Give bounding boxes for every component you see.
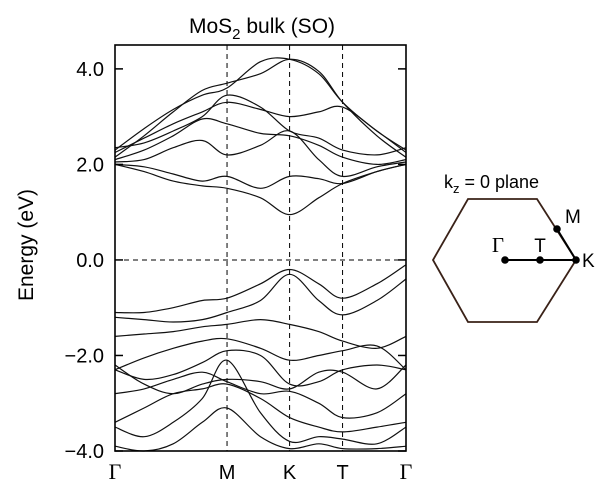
band-line-11: [114, 318, 407, 349]
gamma-point-label: Γ: [492, 233, 504, 257]
y-axis-label: Energy (eV): [15, 189, 38, 301]
plot-frame: [114, 44, 407, 452]
t-point-marker: [536, 256, 544, 264]
brillouin-zone-inset: kz = 0 plane Γ T K M: [431, 172, 595, 323]
band-line-5: [114, 117, 407, 166]
band-line-17: [114, 359, 407, 445]
band-line-9: [114, 264, 407, 314]
y-tick-label-1: 4.0: [76, 59, 104, 81]
band-line-8: [114, 163, 407, 216]
t-point-label: T: [534, 236, 546, 257]
band-line-6: [114, 130, 407, 178]
band-lines: [114, 57, 407, 452]
band-line-16: [114, 383, 407, 433]
band-line-14: [114, 364, 407, 395]
m-point-marker: [553, 225, 561, 233]
k-to-m-path: [556, 228, 577, 261]
grid-lines: [115, 45, 406, 451]
y-tick-label-4: −2.0: [65, 345, 104, 367]
y-tick-label-5: −4.0: [65, 441, 104, 463]
x-kpoint-label-5: Γ: [400, 459, 413, 484]
x-kpoint-label-2: M: [219, 462, 236, 484]
gamma-point-marker: [501, 256, 509, 264]
y-tick-label-3: 0.0: [76, 250, 104, 272]
band-line-7: [114, 163, 407, 189]
band-structure-chart: MoS2 bulk (SO) Energy (eV) 4.0 2.0 0.0 −2.0…: [15, 15, 413, 484]
y-tick-label-2: 2.0: [76, 154, 104, 176]
x-kpoint-label-1: Γ: [109, 459, 122, 484]
x-kpoint-label-4: T: [336, 462, 348, 484]
chart-title: MoS2 bulk (SO): [189, 15, 335, 43]
band-line-15: [114, 371, 407, 419]
band-line-18: [114, 407, 407, 452]
k-point-label: K: [582, 251, 595, 272]
inset-title: kz = 0 plane: [444, 172, 539, 196]
band-line-10: [114, 273, 407, 323]
band-line-2: [114, 57, 407, 151]
hexagon-zone-boundary: [431, 198, 578, 323]
band-line-12: [114, 337, 407, 371]
band-line-3: [114, 101, 407, 154]
band-line-13: [114, 349, 407, 387]
k-point-marker: [572, 256, 580, 264]
y-ticks: 4.0 2.0 0.0 −2.0 −4.0: [65, 59, 406, 463]
band-line-1: [114, 58, 407, 158]
band-line-4: [114, 94, 407, 156]
x-kpoint-label-3: K: [283, 462, 297, 484]
m-point-label: M: [565, 207, 581, 228]
